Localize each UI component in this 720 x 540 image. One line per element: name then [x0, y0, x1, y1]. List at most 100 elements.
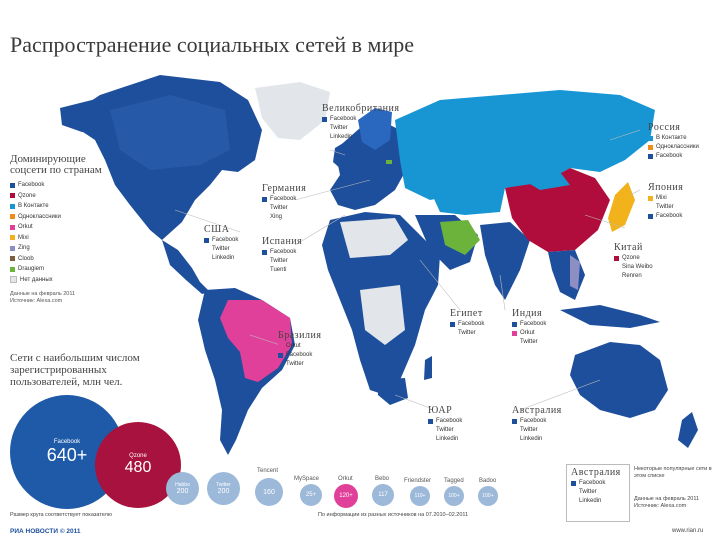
region-germany-item: Twitter: [270, 205, 288, 211]
legend-item-mixi: Mixi: [10, 233, 105, 244]
right-note-2: Данные на февраль 2011 Источник: Alexa.c…: [634, 496, 700, 509]
region-south-africa-item: Linkedin: [436, 436, 459, 442]
region-china: Китай Qzone Sina Weibo Renren: [614, 242, 653, 281]
region-japan-item: Facebook: [656, 213, 683, 219]
website-link[interactable]: www.rian.ru: [672, 528, 704, 534]
japan: [608, 182, 635, 232]
region-egypt-item: Twitter: [458, 330, 476, 336]
bubble-bebo: 117: [372, 484, 394, 506]
indonesia: [560, 305, 660, 328]
legend-item-qzone: Qzone: [10, 191, 105, 202]
brazil: [220, 300, 292, 382]
facebook-swatch: [204, 238, 209, 243]
region-china-item: Renren: [622, 273, 642, 279]
bubble-tagged-label: Tagged: [444, 478, 464, 484]
region-india-name: Индия: [512, 308, 543, 319]
region-brazil-item: Orkut: [286, 343, 301, 349]
region-japan-name: Япония: [648, 182, 684, 193]
region-australia-name: Австралия: [512, 405, 562, 416]
bubble-friendster-label: Friendster: [404, 478, 432, 484]
central-africa-nodata: [360, 285, 405, 345]
new-zealand: [678, 412, 698, 448]
bubble-orkut-label: Orkut: [338, 476, 353, 482]
region-usa-item: Twitter: [212, 246, 230, 252]
region-china-item: Qzone: [622, 255, 640, 261]
region-uk-name: Великобритания: [322, 103, 400, 114]
region-japan-item: Twitter: [656, 204, 674, 210]
region-germany-item: Xing: [270, 214, 283, 220]
region-south-africa-name: ЮАР: [428, 405, 453, 416]
facebook-swatch: [262, 250, 267, 255]
region-south-africa-item: Facebook: [436, 418, 463, 424]
bubble-friendster: 110+: [410, 486, 430, 506]
india: [480, 222, 530, 300]
legend-item-facebook: Facebook: [10, 180, 105, 191]
region-australia: Австралия Facebook Twitter Linkedin: [512, 405, 562, 444]
region-uk-item: Twitter: [330, 125, 348, 131]
region-germany-name: Германия: [262, 183, 307, 194]
region-egypt: Египет Facebook Twitter: [450, 308, 484, 338]
legend-item-zing: Zing: [10, 243, 105, 254]
legend-item-cloob: Cloob: [10, 254, 105, 265]
region-egypt-item: Facebook: [458, 321, 485, 327]
page-title: Распространение социальных сетей в мире: [10, 32, 414, 57]
region-usa-item: Facebook: [212, 237, 239, 243]
greenland: [255, 82, 330, 140]
region-germany-item: Facebook: [270, 196, 297, 202]
odnoklassniki-swatch: [648, 145, 653, 150]
region-usa-item: Linkedin: [212, 255, 235, 261]
region-usa-name: США: [204, 224, 230, 235]
region-china-name: Китай: [614, 242, 643, 253]
australia-inset-name: Австралия: [571, 467, 621, 478]
mongolia: [520, 172, 570, 190]
uk: [333, 142, 350, 170]
legend-note: Данные на февраль 2011 Источник: Alexa.c…: [10, 291, 76, 304]
bubble-tencent: 160: [255, 478, 283, 506]
australia-inset-item: Twitter: [579, 489, 597, 495]
region-russia-item: Одноклассники: [656, 144, 699, 150]
facebook-swatch: [262, 197, 267, 202]
publisher-logo: РИА НОВОСТИ © 2011: [10, 528, 81, 535]
region-japan: Япония Mixi Twitter Facebook: [648, 182, 683, 221]
region-germany: Германия Facebook Twitter Xing: [262, 183, 306, 222]
central-america: [162, 240, 210, 294]
legend-item-orkut: Orkut: [10, 222, 105, 233]
legend: Доминирующие соцсети по странам Facebook…: [10, 154, 105, 305]
facebook-swatch: [428, 419, 433, 424]
region-india-item: Orkut: [520, 330, 535, 336]
latvia: [386, 160, 392, 164]
legend-item-vkontakte: В Контакте: [10, 201, 105, 212]
bubble-badoo: 100+: [478, 486, 498, 506]
australia: [570, 342, 668, 418]
region-brazil-item: Facebook: [286, 352, 313, 358]
bubble-tencent-label: Tencent: [257, 468, 279, 474]
mixi-swatch: [648, 196, 653, 201]
legend-heading: Доминирующие соцсети по странам: [10, 153, 102, 176]
bubble-bebo-label: Bebo: [375, 476, 390, 482]
facebook-swatch: [648, 214, 653, 219]
bubble-myspace-label: MySpace: [294, 476, 320, 482]
canada: [110, 95, 230, 170]
region-spain-name: Испания: [262, 236, 303, 247]
region-russia-item: Facebook: [656, 153, 683, 159]
region-spain-item: Facebook: [270, 249, 297, 255]
se-asia: [548, 250, 585, 300]
region-india-item: Twitter: [520, 339, 538, 345]
region-china-item: Sina Weibo: [622, 264, 653, 270]
australia-inset: Австралия Facebook Twitter Linkedin: [566, 464, 630, 522]
bubble-myspace: 25+: [300, 484, 322, 506]
vkontakte-swatch: [648, 136, 653, 141]
region-uk: Великобритания Facebook Twitter Linkedin: [322, 103, 399, 142]
region-russia: Россия В Контакте Одноклассники Facebook: [648, 122, 699, 161]
region-usa: США Facebook Twitter Linkedin: [204, 224, 238, 263]
region-australia-item: Facebook: [520, 418, 547, 424]
bubble-twitter: Twitter 200: [207, 472, 240, 505]
facebook-swatch: [512, 322, 517, 327]
region-india: Индия Facebook Orkut Twitter: [512, 308, 546, 347]
bubbles-heading: Сети с наибольшим числом зарегистрирован…: [10, 352, 140, 388]
iran: [440, 220, 480, 255]
region-uk-item: Linkedin: [330, 134, 353, 140]
orkut-swatch: [512, 331, 517, 336]
legend-item-draugiem: Draugiem: [10, 264, 105, 275]
facebook-swatch: [450, 322, 455, 327]
